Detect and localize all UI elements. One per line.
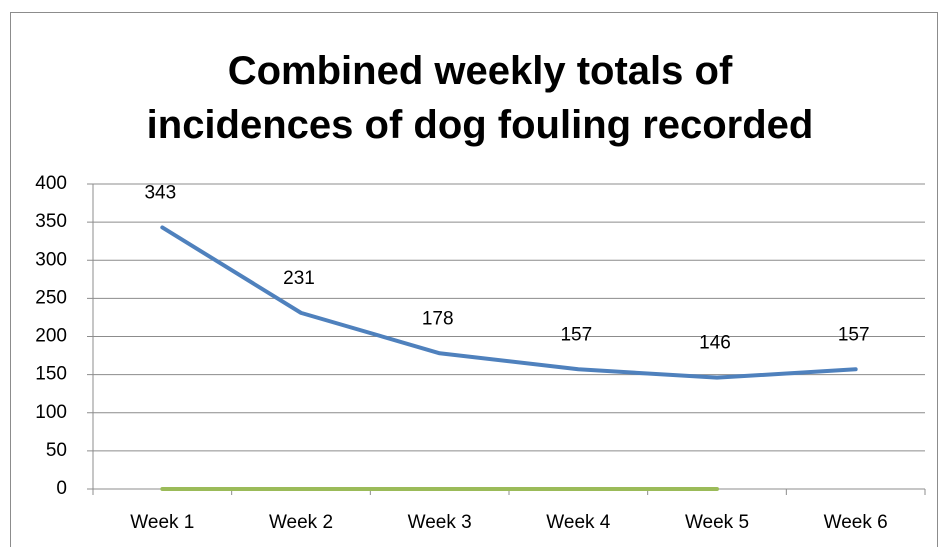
y-tick-label: 0 xyxy=(56,478,67,499)
x-tick-label: Week 6 xyxy=(824,512,888,533)
y-tick-label: 200 xyxy=(35,326,67,347)
data-label: 178 xyxy=(422,308,454,329)
series-line xyxy=(160,225,858,380)
data-label: 231 xyxy=(283,268,315,289)
x-tick-label: Week 4 xyxy=(546,512,611,533)
data-label: 343 xyxy=(144,182,176,203)
x-tick-label: Week 5 xyxy=(685,512,749,533)
x-tick-label: Week 3 xyxy=(408,512,472,533)
data-label: 157 xyxy=(560,324,592,345)
chart-title: Combined weekly totals of incidences of … xyxy=(146,49,814,147)
data-label: 157 xyxy=(838,324,870,345)
y-tick-label: 400 xyxy=(35,173,67,194)
chart-border xyxy=(10,12,938,547)
x-tick-label: Week 2 xyxy=(269,512,333,533)
y-tick-label: 250 xyxy=(35,287,67,308)
y-tick-label: 50 xyxy=(46,440,67,461)
y-tick-label: 100 xyxy=(35,402,67,423)
data-label: 146 xyxy=(699,333,731,354)
y-tick-label: 350 xyxy=(35,211,67,232)
y-tick-label: 300 xyxy=(35,249,67,270)
y-tick-label: 150 xyxy=(35,364,67,385)
x-tick-label: Week 1 xyxy=(130,512,194,533)
